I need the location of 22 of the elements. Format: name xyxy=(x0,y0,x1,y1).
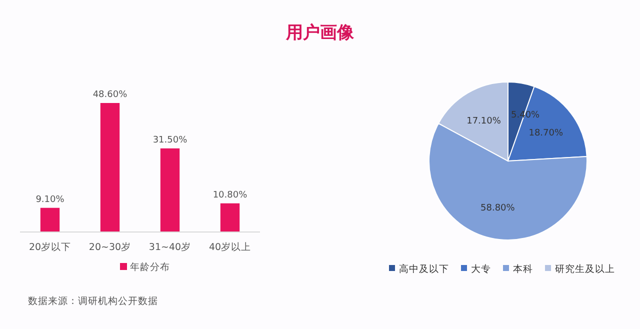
x-tick-label: 40岁以上 xyxy=(208,241,252,253)
data-label: 31.50% xyxy=(152,135,188,146)
legend-label: 研究生及以上 xyxy=(555,263,615,275)
legend-label: 本科 xyxy=(513,263,533,275)
x-tick-label: 31~40岁 xyxy=(148,241,192,253)
x-tick-label: 20岁以下 xyxy=(28,241,72,253)
chart-title: 用户画像 xyxy=(285,23,355,43)
x-tick-label: 20~30岁 xyxy=(88,241,132,253)
bar xyxy=(220,203,240,232)
bar xyxy=(40,208,60,232)
legend-label: 大专 xyxy=(471,263,491,275)
data-label: 10.80% xyxy=(212,190,248,200)
data-label: 48.60% xyxy=(92,90,128,100)
source-note: 数据来源：调研机构公开数据 xyxy=(28,295,158,307)
bar xyxy=(100,103,120,232)
legend-label: 年龄分布 xyxy=(130,261,170,273)
data-label: 58.80% xyxy=(480,203,516,214)
data-label: 18.70% xyxy=(528,128,564,139)
data-label: 9.10% xyxy=(36,194,65,205)
data-label: 17.10% xyxy=(466,116,502,126)
bar xyxy=(160,148,180,232)
legend-label: 高中及以下 xyxy=(399,263,449,275)
